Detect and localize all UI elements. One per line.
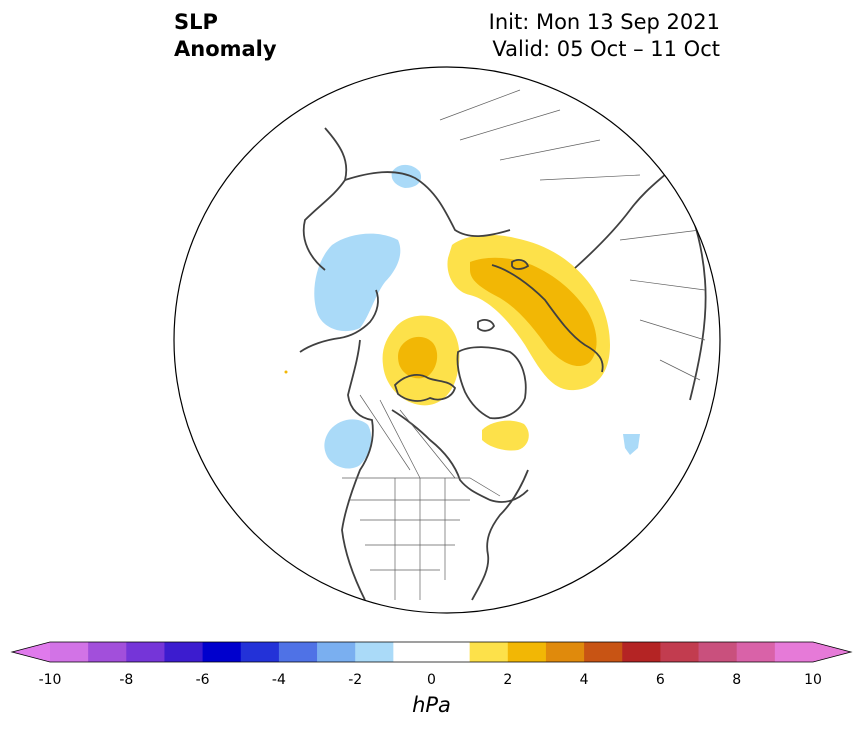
anomaly-greenland-level2 [398,336,438,379]
colorbar-cell [240,642,280,662]
colorbar-tick-label: 10 [804,672,822,688]
anomaly-siberia-low [391,164,422,188]
colorbar-cell [393,642,471,662]
borders-europe [619,229,706,381]
coastline-greenland [456,346,527,420]
valid-range: Valid: 05 Oct – 11 Oct [492,37,720,61]
colorbar-cell [355,642,394,662]
coastline-svalbard [511,259,530,270]
colorbar-cell [88,642,127,662]
colorbar-cell [660,642,700,662]
colorbar-cell [622,642,661,662]
coastline-alaska [299,289,379,353]
coastlines [299,127,707,601]
colorbar-cell [164,642,204,662]
map-boundary [173,66,721,614]
coastline-na-east [471,469,529,601]
colorbar-cell [584,642,623,662]
colorbar-cell [507,642,547,662]
init-date: Init: Mon 13 Sep 2021 [488,10,720,34]
anomaly-atlantic-low [623,434,640,455]
colorbar-extend-max [813,642,851,662]
colorbar-tick-label: -4 [271,672,286,688]
colorbar-tick-label: 8 [732,672,742,688]
colorbar-cell [50,642,89,662]
colorbar-extend-min [12,642,50,662]
colorbar-tick-label: -10 [38,672,62,688]
colorbar-tick-label: -8 [119,672,134,688]
colorbar-frame [10,641,853,663]
coastline-na-west [341,339,374,601]
anomaly-speck [284,370,288,374]
colorbar-cell [774,642,814,662]
anomaly-pacific-low [324,419,372,469]
colorbar-cell [126,642,165,662]
map-title: SLP Anomaly [174,9,277,63]
colorbar-tick-label: -2 [348,672,363,688]
colorbar-tick-label: 2 [503,672,513,688]
borders [342,89,706,600]
anomaly-fields [284,164,640,469]
coastline-canada-north [393,374,457,402]
anomaly-scandinavia-level2 [470,257,597,367]
borders-canada-provinces [359,394,456,479]
coastline-iceland [477,319,495,332]
coastline-hudson [391,409,529,503]
colorbar-cells [50,642,814,662]
colorbar-cell [469,642,509,662]
coastline-scandinavia [491,264,604,373]
title-line-2: Anomaly [174,37,277,61]
colorbar-tick-label: 4 [579,672,589,688]
colorbar-cell [736,642,776,662]
polar-map [173,66,721,614]
colorbar-cell [698,642,738,662]
colorbar-tick-label: -6 [195,672,210,688]
colorbar-tick-label: 6 [655,672,665,688]
anomaly-bering-low [314,233,401,332]
colorbar-cell [545,642,585,662]
anomaly-labrador-level1 [482,420,529,451]
coastline-russia-arctic [344,171,511,237]
colorbar [10,641,853,663]
colorbar-cell [278,642,318,662]
borders-russia [439,89,641,181]
colorbar-unit: hPa [412,693,451,717]
colorbar-cell [317,642,356,662]
colorbar-tick-label: 0 [427,672,436,688]
borders-us-states [350,478,470,600]
colorbar-cell [202,642,242,662]
coastline-siberia [302,127,348,271]
forecast-info: Init: Mon 13 Sep 2021 Valid: 05 Oct – 11… [489,9,720,63]
title-line-1: SLP [174,10,218,34]
